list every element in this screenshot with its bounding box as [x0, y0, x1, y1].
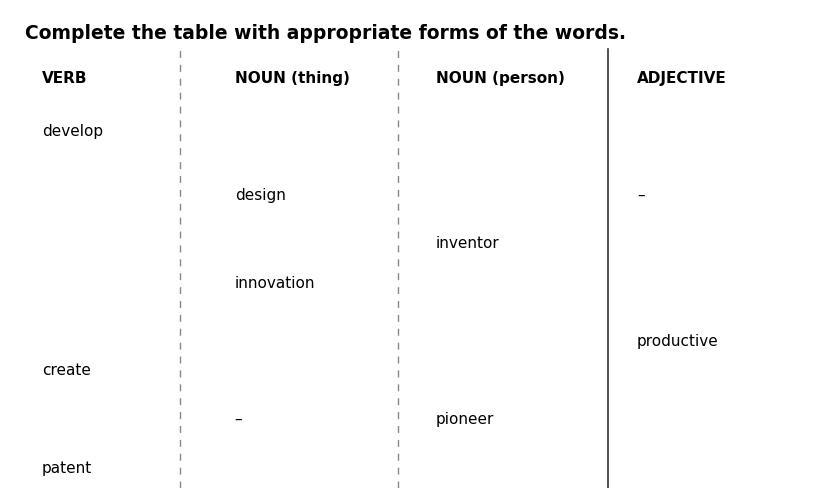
Text: –: –	[235, 412, 242, 427]
Text: productive: productive	[637, 334, 719, 349]
Text: design: design	[235, 188, 286, 203]
Text: ADJECTIVE: ADJECTIVE	[637, 71, 727, 85]
Text: inventor: inventor	[436, 237, 499, 251]
Text: Complete the table with appropriate forms of the words.: Complete the table with appropriate form…	[25, 24, 626, 43]
Text: develop: develop	[42, 124, 103, 139]
Text: NOUN (person): NOUN (person)	[436, 71, 565, 85]
Text: –: –	[637, 188, 644, 203]
Text: pioneer: pioneer	[436, 412, 494, 427]
Text: patent: patent	[42, 461, 92, 476]
Text: create: create	[42, 364, 91, 378]
Text: NOUN (thing): NOUN (thing)	[235, 71, 349, 85]
Text: innovation: innovation	[235, 276, 315, 290]
Text: VERB: VERB	[42, 71, 87, 85]
